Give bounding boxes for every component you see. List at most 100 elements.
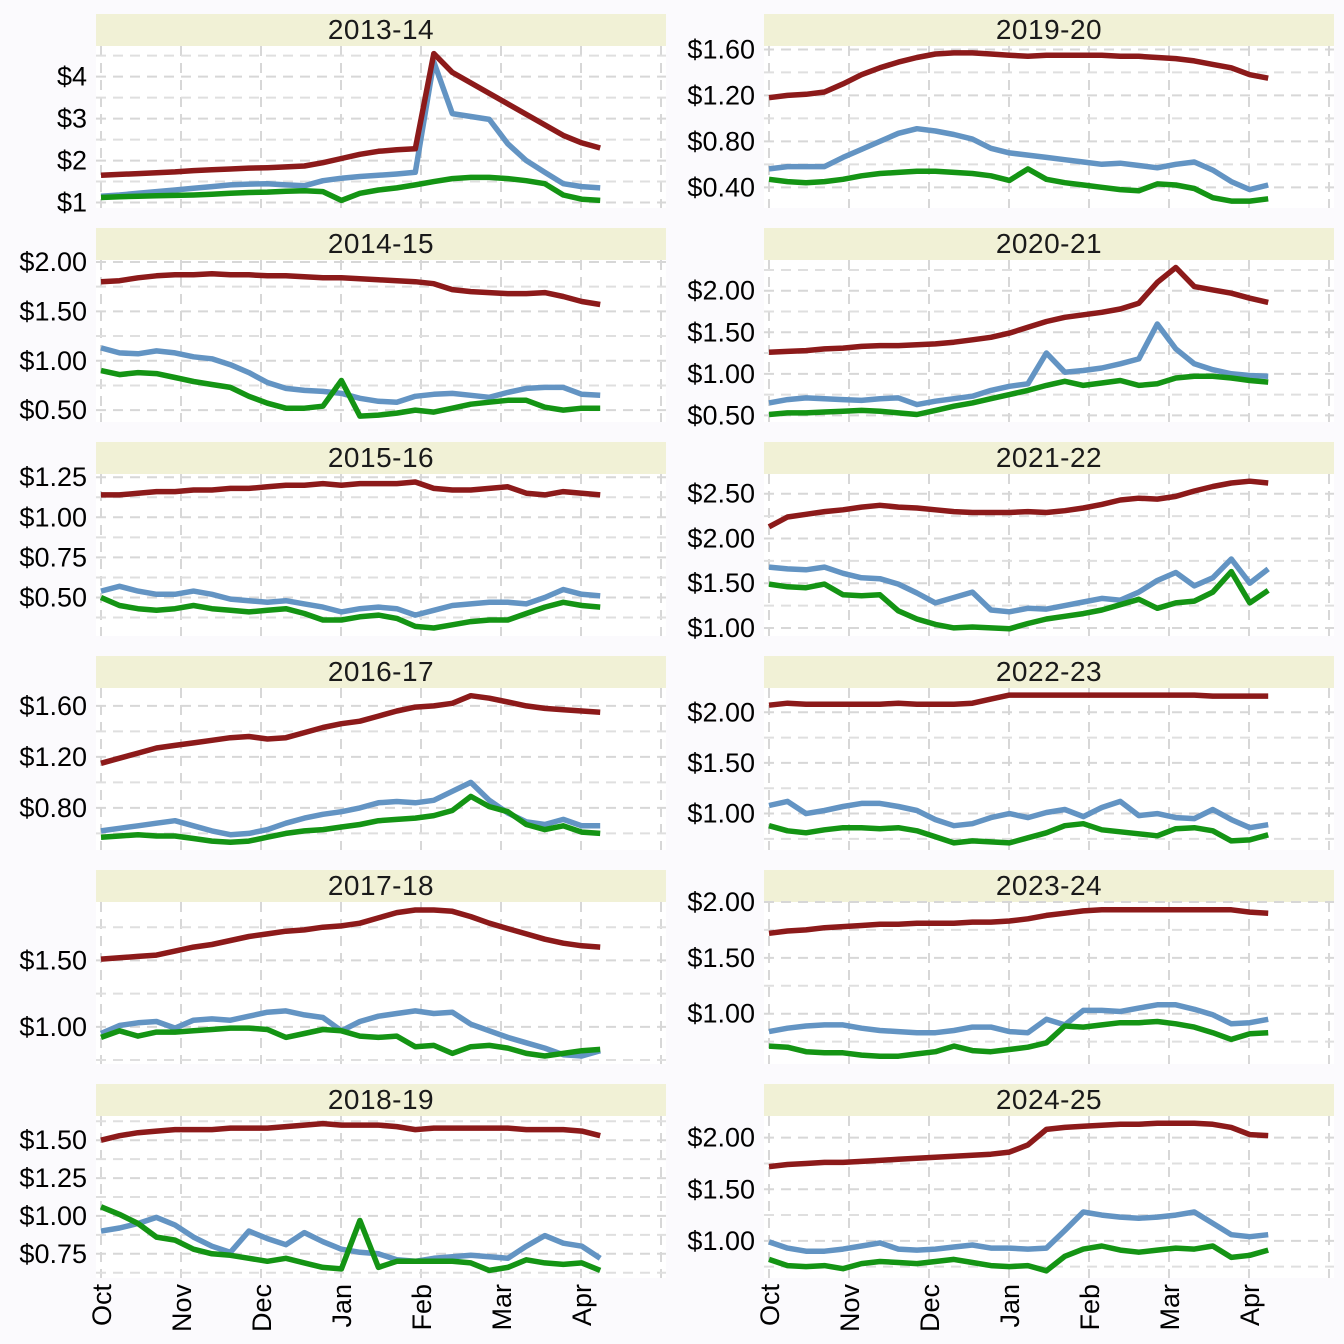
y-tick-label: $1.25 (19, 1163, 87, 1193)
facet-panel-svg: $1.00 $1.50 (19, 902, 666, 1064)
facet-2013-14: 2013-14 $1 $2 $3 $4 (0, 14, 666, 218)
y-tick-label: $1.60 (687, 34, 755, 64)
facet-2017-18: 2017-18 $1.00 $1.50 (0, 870, 666, 1064)
y-tick-label: $1.00 (687, 1226, 755, 1256)
facet-panel-svg: $1.00 $1.50 $2.00 (687, 887, 1334, 1064)
facet-strip: 2017-18 (96, 870, 666, 902)
facet-panel-svg: $0.40 $0.80 $1.20 $1.60 (687, 34, 1334, 208)
y-tick-label: $2.00 (687, 523, 755, 553)
facet-title: 2022-23 (995, 656, 1103, 687)
facet-2016-17: 2016-17 $0.80 $1.20 $1.60 (0, 656, 666, 850)
facet-panel-svg: $1.00 $1.50 $2.00 (687, 1116, 1334, 1278)
series-line-green (100, 367, 601, 419)
y-tick-label: $1.50 (687, 943, 755, 973)
series-line-green (100, 1025, 601, 1059)
y-tick-label: $0.75 (19, 542, 87, 572)
y-tick-label: $1.00 (687, 799, 755, 829)
series-line-green (768, 373, 1269, 418)
facet-title: 2024-25 (995, 1084, 1103, 1115)
y-tick-label: $1.25 (19, 462, 87, 492)
facet-strip: 2014-15 (96, 228, 666, 260)
y-tick-label: $1.50 (19, 1125, 87, 1155)
series-line-blue (100, 59, 601, 199)
series-line-green (768, 820, 1269, 846)
facet-title: 2015-16 (327, 442, 435, 473)
facet-2024-25: 2024-25 $1.00 $1.50 $2.00 (668, 1084, 1334, 1278)
facet-strip: 2016-17 (96, 656, 666, 688)
y-tick-label: $1.50 (19, 296, 87, 326)
y-tick-label: $1.00 (687, 613, 755, 643)
facet-panel-svg: $0.50 $1.00 $1.50 $2.00 (19, 247, 666, 425)
facet-strip: 2023-24 (764, 870, 1334, 902)
series-line-green (768, 568, 1270, 632)
y-tick-label: $2.00 (687, 697, 755, 727)
facet-2023-24: 2023-24 $1.00 $1.50 $2.00 (668, 870, 1334, 1064)
series-line-dark_red (767, 478, 1269, 530)
series-line-dark_red (768, 692, 1269, 708)
series-line-blue (768, 125, 1269, 193)
series-line-green (768, 166, 1269, 204)
series-line-dark_red (100, 271, 601, 308)
facet-title: 2019-20 (995, 14, 1103, 45)
series-line-blue (100, 583, 601, 618)
series-line-dark_red (768, 50, 1269, 101)
facet-2018-19: 2018-19 $0.75 $1.00 $1.25 $1.50 (0, 1084, 666, 1278)
y-tick-label: $1.00 (19, 1201, 87, 1231)
y-tick-label: $2.00 (687, 1123, 755, 1153)
facet-strip: 2022-23 (764, 656, 1334, 688)
x-tick-label: Apr (567, 1284, 597, 1326)
series-line-blue (768, 556, 1270, 615)
y-tick-label: $0.50 (19, 395, 87, 425)
facet-panel-svg: $0.50 $0.75 $1.00 $1.25 (19, 462, 666, 636)
y-tick-label: $1.50 (687, 317, 755, 347)
facet-title: 2018-19 (327, 1084, 435, 1115)
facet-2022-23: 2022-23 $1.00 $1.50 $2.00 (668, 656, 1334, 850)
x-tick-label: Dec (247, 1284, 277, 1332)
series-line-dark_red (768, 907, 1269, 937)
series-line-dark_red (100, 907, 601, 962)
series-line-green (99, 1204, 602, 1274)
y-tick-label: $1.20 (687, 80, 755, 110)
facet-strip: 2019-20 (764, 14, 1334, 46)
y-tick-label: $2 (57, 146, 87, 176)
facet-title: 2016-17 (327, 656, 435, 687)
series-line-blue (768, 1002, 1269, 1036)
y-tick-label: $0.50 (19, 583, 87, 613)
facet-title: 2017-18 (327, 870, 435, 901)
x-tick-label: Oct (755, 1284, 785, 1327)
facet-2015-16: 2015-16 $0.50 $0.75 $1.00 $1.25 (0, 442, 666, 636)
series-line-blue (768, 321, 1269, 408)
x-tick-label: Jan (995, 1284, 1025, 1328)
series-line-green (99, 594, 601, 631)
series-line-dark_red (768, 1120, 1269, 1170)
y-tick-label: $2.00 (687, 276, 755, 306)
y-tick-label: $3 (57, 104, 87, 134)
x-tick-label: Feb (1075, 1284, 1105, 1331)
x-tick-label: Jan (327, 1284, 357, 1328)
y-tick-label: $1.50 (19, 945, 87, 975)
y-tick-label: $4 (57, 62, 87, 92)
y-tick-label: $1.50 (687, 1174, 755, 1204)
facet-title: 2023-24 (995, 870, 1103, 901)
facet-strip: 2020-21 (764, 228, 1334, 260)
y-tick-label: $0.40 (687, 172, 755, 202)
y-tick-label: $1.00 (687, 359, 755, 389)
y-tick-label: $1.50 (687, 748, 755, 778)
y-tick-label: $1.00 (687, 999, 755, 1029)
panel-background (764, 1116, 1334, 1278)
x-tick-label: Mar (487, 1284, 517, 1331)
facet-panel-svg: $0.50 $1.00 $1.50 $2.00 (687, 260, 1334, 430)
facet-strip: 2021-22 (764, 442, 1334, 474)
facet-panel-svg: $1.00 $1.50 $2.00 $2.50 (687, 474, 1334, 643)
series-line-green (100, 793, 601, 846)
x-tick-label: Mar (1155, 1284, 1185, 1331)
x-tick-label: Apr (1235, 1284, 1265, 1326)
y-tick-label: $2.00 (19, 247, 87, 277)
y-tick-label: $0.80 (687, 126, 755, 156)
series-line-dark_red (101, 479, 601, 498)
facet-title: 2014-15 (327, 228, 435, 259)
series-line-blue (768, 1209, 1269, 1254)
y-tick-label: $1.20 (19, 742, 87, 772)
facet-2014-15: 2014-15 $0.50 $1.00 $1.50 $2.00 (0, 228, 666, 425)
facet-2020-21: 2020-21 $0.50 $1.00 $1.50 $2.00 (668, 228, 1334, 430)
